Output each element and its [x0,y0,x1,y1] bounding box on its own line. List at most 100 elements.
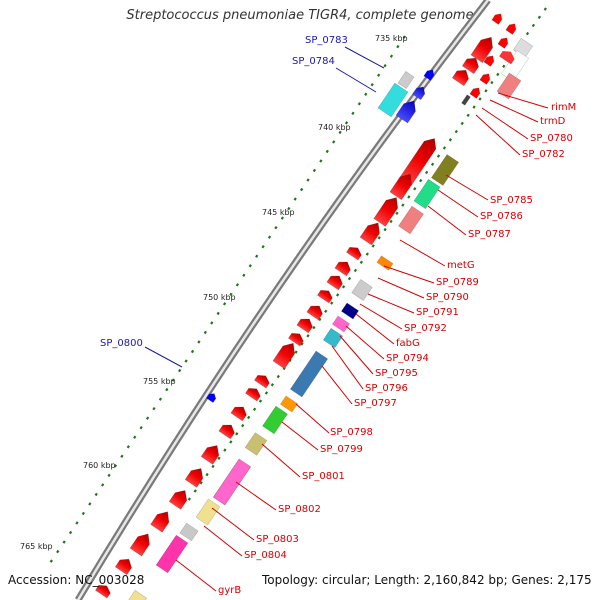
cds-inner-14-shape [272,342,295,370]
gene-label-SP_0782[interactable]: SP_0782 [522,149,565,160]
inner-tick [139,426,143,430]
outer-tick [425,170,429,175]
callout-line-6 [475,114,521,156]
inner-tick [165,387,169,392]
cds-inner-24-shape [114,558,132,576]
inner-tick [312,168,317,173]
outer-tick [401,203,405,207]
outer-tick [276,374,280,379]
cds-outer-8-shape [351,279,373,301]
cds-rev-blue-3-shape [423,69,435,81]
cds-inner-0 [470,36,493,64]
gene-label-SP_0790[interactable]: SP_0790 [426,292,469,303]
cds-inner-5-shape [373,197,399,227]
gene-label-SP_0794[interactable]: SP_0794 [386,353,429,364]
gene-label-SP_0796[interactable]: SP_0796 [365,383,408,394]
gene-label-gyrB[interactable]: gyrB [218,585,241,596]
gene-label-metG[interactable]: metG [447,260,475,271]
cds-outer-13 [279,395,299,413]
gene-label-SP_0787[interactable]: SP_0787 [468,229,511,240]
outer-tick [442,146,447,150]
gene-label-SP_0795[interactable]: SP_0795 [375,368,418,379]
inner-tick [75,521,79,525]
inner-tick [325,149,329,154]
inner-tick [107,473,111,478]
gene-label-SP_0803[interactable]: SP_0803 [256,534,299,545]
outer-tick [229,440,233,444]
label-callouts [144,46,549,592]
gene-label-rimM[interactable]: rimM [551,102,576,113]
outer-tick [407,195,411,199]
callout-line-15 [355,313,395,345]
outer-tick [353,268,358,273]
scale-label-755: 755 kbp [143,377,176,386]
gene-label-SP_0799[interactable]: SP_0799 [320,444,363,455]
inner-tick [235,283,240,287]
outer-tick [199,481,203,485]
gene-label-fabG[interactable]: fabG [396,338,420,349]
gene-label-SP_0783[interactable]: SP_0783 [305,35,348,46]
gene-label-SP_0798[interactable]: SP_0798 [330,427,373,438]
cds-outer-15 [244,432,268,456]
cds-rev-blue-2-shape [412,86,426,101]
cds-inner-13 [287,332,304,347]
cds-inner-21 [168,490,188,510]
outer-tick [341,285,346,289]
outer-tick [466,113,470,117]
cds-outer-7 [376,255,394,271]
gene-label-SP_0797[interactable]: SP_0797 [354,398,397,409]
outer-tick [389,219,393,224]
cds-outer-14-shape [262,405,288,435]
cds-inner-9-shape [326,275,343,291]
cds-inner-21-shape [168,490,188,510]
cds-outer-19 [179,522,199,542]
topology-text: Topology: circular; Length: 2,160,842 bp… [262,573,592,587]
cds-small-0-shape [491,13,503,25]
callout-line-2 [144,346,183,368]
gene-label-SP_0784[interactable]: SP_0784 [292,56,335,67]
map-title: Streptococcus pneumoniae TIGR4, complete… [126,8,474,23]
gene-label-SP_0804[interactable]: SP_0804 [244,550,287,561]
inner-tick [120,454,124,458]
inner-tick [299,187,304,192]
cds-small-4 [479,73,491,85]
cds-small-1-shape [505,23,517,35]
gene-label-SP_0791[interactable]: SP_0791 [416,307,459,318]
cds-inner-8-shape [334,261,351,277]
gene-label-SP_0789[interactable]: SP_0789 [436,277,479,288]
gene-label-SP_0801[interactable]: SP_0801 [302,471,345,482]
gene-label-SP_0802[interactable]: SP_0802 [278,504,321,515]
outer-tick [223,448,227,452]
inner-tick [293,197,297,201]
cds-small-2 [497,37,509,49]
outer-tick [187,497,191,501]
inner-tick [210,321,214,325]
outer-tick [472,105,476,109]
gene-label-SP_0800[interactable]: SP_0800 [100,338,143,349]
outer-tick [270,383,274,387]
callout-line-12 [377,277,425,299]
gene-label-SP_0792[interactable]: SP_0792 [404,323,447,334]
cds-inner-20 [184,468,204,488]
inner-tick [171,378,175,382]
inner-tick [255,254,259,258]
cds-inner-1 [461,57,479,75]
inner-tick [383,63,387,68]
cds-rev-blue-1 [395,100,416,124]
outer-tick [365,252,369,256]
inner-tick [274,225,278,230]
scale-label-750: 750 kbp [203,293,236,302]
gene-label-SP_0785[interactable]: SP_0785 [490,195,533,206]
outer-tick [543,7,547,11]
gene-label-trmD[interactable]: trmD [540,116,566,127]
cds-inner-11 [306,305,323,321]
inner-tick [389,54,394,58]
inner-tick [287,206,291,211]
gene-label-SP_0786[interactable]: SP_0786 [480,211,523,222]
cds-outer-13-shape [279,395,299,413]
outer-tick [247,415,251,420]
callout-line-17 [339,335,374,375]
inner-tick [68,530,73,535]
gene-label-SP_0780[interactable]: SP_0780 [530,133,573,144]
cds-inner-12-shape [296,318,313,334]
